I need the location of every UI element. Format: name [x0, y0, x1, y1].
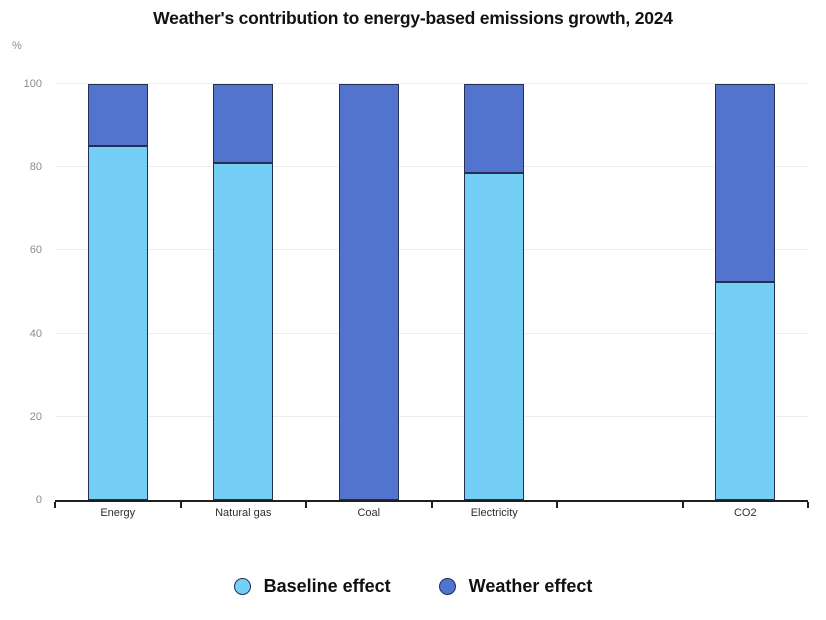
plot-area — [54, 83, 809, 508]
y-tick-label-40: 40 — [29, 327, 42, 340]
bar-energy-weather-effect[interactable] — [87, 84, 148, 147]
x-axis-tick — [430, 502, 433, 508]
legend-item-baseline-effect[interactable]: Baseline effect — [233, 576, 391, 597]
x-axis-tick — [807, 502, 809, 508]
bar-natural-gas-baseline-effect[interactable] — [213, 163, 274, 500]
legend-item-weather-effect[interactable]: Weather effect — [438, 576, 593, 597]
y-axis-tick-labels: 0 20 40 60 80 100 — [0, 78, 42, 506]
chart-title: Weather's contribution to energy-based e… — [153, 8, 673, 28]
legend-marker-baseline-effect — [233, 578, 251, 595]
y-tick-label-100: 100 — [23, 78, 42, 90]
y-tick-label-80: 80 — [29, 161, 42, 174]
x-axis-category-labels: Energy Natural gas Coal Electricity CO2 — [55, 507, 808, 519]
x-axis-tick — [54, 502, 56, 508]
gridline-40 — [55, 332, 808, 334]
bar-coal-weather-effect[interactable] — [338, 84, 399, 500]
x-axis-tick — [305, 502, 307, 508]
bar-natural-gas-weather-effect[interactable] — [213, 84, 274, 164]
bar-electricity-weather-effect[interactable] — [464, 84, 525, 174]
legend-marker-weather-effect — [438, 578, 456, 595]
y-tick-label-0: 0 — [35, 494, 42, 506]
x-axis-tick — [681, 502, 684, 508]
legend-label-baseline-effect: Baseline effect — [263, 576, 391, 596]
gridline-100 — [55, 83, 808, 84]
bar-co2-baseline-effect[interactable] — [715, 281, 776, 500]
bar-co2-weather-effect[interactable] — [715, 84, 776, 282]
bar-electricity-baseline-effect[interactable] — [464, 173, 525, 500]
x-label-electricity: Electricity — [470, 507, 518, 519]
gridline-20 — [55, 415, 808, 417]
x-label-energy: Energy — [100, 507, 136, 519]
gridline-60 — [55, 249, 808, 251]
x-label-empty — [557, 507, 683, 519]
legend: Baseline effect Weather effect — [0, 576, 826, 597]
x-label-coal: Coal — [357, 507, 381, 519]
y-tick-label-20: 20 — [29, 410, 42, 423]
gridline-80 — [55, 166, 808, 168]
x-label-natural-gas: Natural gas — [215, 507, 272, 519]
legend-label-weather-effect: Weather effect — [468, 576, 593, 596]
y-tick-label-60: 60 — [29, 244, 42, 257]
x-axis-tick — [179, 502, 182, 508]
x-axis-tick — [556, 502, 558, 508]
x-label-co2: CO2 — [733, 507, 757, 519]
y-axis-unit-label: % — [12, 40, 22, 52]
bar-energy-baseline-effect[interactable] — [87, 146, 148, 500]
